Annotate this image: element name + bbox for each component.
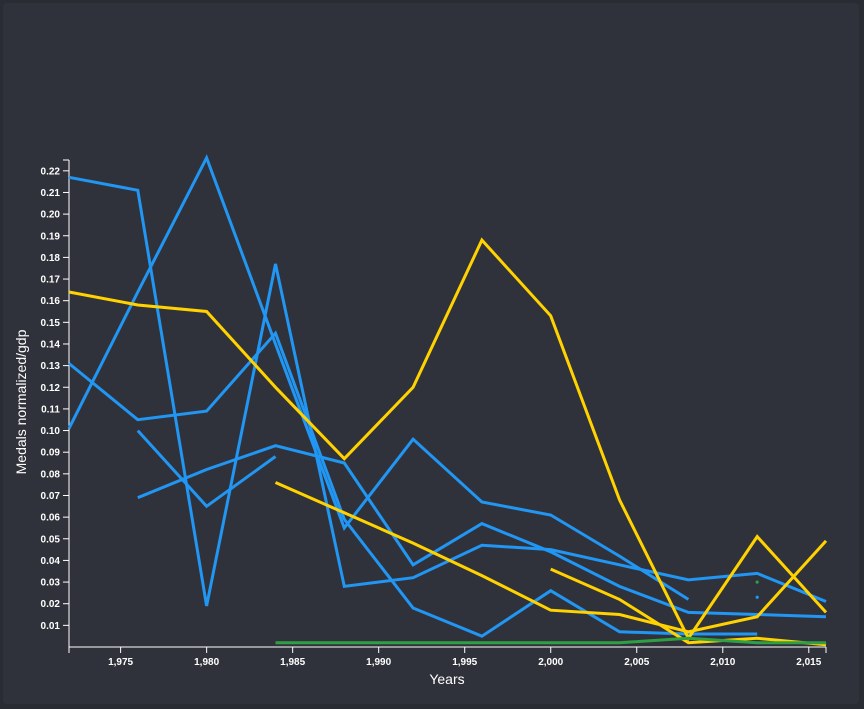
series-line — [137, 444, 827, 619]
y-tick-label: 0.05 — [41, 534, 61, 545]
y-tick-label: 0.10 — [41, 426, 61, 437]
y-axis-title: Medals normalized/gdp — [13, 329, 29, 474]
series-line — [136, 429, 277, 509]
y-tick-label: 0.14 — [41, 339, 61, 350]
x-axis: 1,975 1,980 1,985 1,990 1,995 2,000 2,005 2,010… — [68, 646, 827, 668]
y-tick-label: 0.03 — [41, 578, 61, 589]
x-tick-label: 2,010 — [710, 657, 735, 668]
y-tick: 0.15 — [41, 318, 69, 329]
y-tick-label: 0.19 — [41, 231, 61, 242]
x-tick-label: 2,015 — [796, 657, 821, 668]
y-tick: 0.07 — [41, 491, 69, 502]
series-line — [68, 237, 828, 642]
x-tick: 1,980 — [194, 647, 220, 668]
y-tick: 0.05 — [41, 534, 69, 545]
y-tick-label: 0.16 — [41, 296, 61, 307]
y-tick-label: 0.13 — [41, 361, 61, 372]
series-line — [275, 636, 826, 645]
y-tick-label: 0.01 — [41, 621, 61, 632]
series-point — [755, 580, 759, 584]
x-tick: 2,010 — [710, 647, 736, 668]
y-tick-label: 0.11 — [41, 404, 60, 415]
y-tick-label: 0.09 — [41, 448, 61, 459]
series-line — [67, 154, 690, 601]
y-tick: 0.22 — [41, 166, 69, 177]
x-axis-title: Years — [429, 671, 464, 687]
y-tick: 0.01 — [41, 621, 69, 632]
x-tick: 1,990 — [366, 647, 392, 668]
series-line — [550, 567, 827, 647]
x-tick-label: 2,005 — [624, 657, 649, 668]
x-tick: 2,005 — [624, 647, 650, 668]
x-tick: 2,015 — [796, 647, 822, 668]
y-tick-label: 0.17 — [41, 275, 61, 286]
y-tick-label: 0.07 — [41, 491, 61, 502]
x-tick-label: 1,985 — [280, 657, 305, 668]
series-layer — [67, 154, 828, 647]
y-tick-label: 0.06 — [41, 513, 61, 524]
y-tick-label: 0.18 — [41, 253, 61, 264]
series-line — [274, 481, 828, 634]
y-tick: 0.10 — [41, 426, 69, 437]
series-point — [755, 595, 759, 599]
y-tick: 0.19 — [41, 231, 69, 242]
y-tick: 0.17 — [41, 275, 69, 286]
x-tick: 1,975 — [108, 647, 134, 668]
y-tick: 0.06 — [41, 513, 69, 524]
y-tick: 0.18 — [41, 253, 69, 264]
x-tick: 1,985 — [280, 647, 306, 668]
y-tick: 0.02 — [41, 599, 69, 610]
y-axis: 0.01 0.02 0.03 0.04 0.05 0.06 0.07 0.08 0.09 0.10… — [41, 159, 70, 647]
y-tick: 0.09 — [41, 448, 69, 459]
x-tick-label: 1,975 — [108, 657, 133, 668]
series-line — [68, 175, 827, 607]
y-tick-label: 0.22 — [41, 166, 61, 177]
x-tick-label: 2,000 — [538, 657, 563, 668]
x-tick-label: 1,980 — [194, 657, 219, 668]
y-tick-label: 0.20 — [41, 210, 61, 221]
y-tick: 0.11 — [41, 404, 69, 415]
x-tick-label: 1,995 — [452, 657, 477, 668]
y-tick-label: 0.12 — [41, 383, 61, 394]
x-tick: 2,000 — [538, 647, 564, 668]
x-tick: 1,995 — [452, 647, 478, 668]
y-tick-label: 0.02 — [41, 599, 61, 610]
y-tick: 0.08 — [41, 469, 69, 480]
chart-background — [3, 3, 859, 704]
series-line — [68, 330, 758, 638]
x-tick-label: 1,990 — [366, 657, 391, 668]
y-tick: 0.14 — [41, 339, 69, 350]
y-tick-label: 0.04 — [41, 556, 61, 567]
y-tick: 0.16 — [41, 296, 69, 307]
y-tick: 0.13 — [41, 361, 69, 372]
y-tick-label: 0.08 — [41, 469, 61, 480]
y-tick: 0.20 — [41, 210, 69, 221]
y-tick: 0.12 — [41, 383, 69, 394]
y-tick: 0.21 — [41, 188, 69, 199]
y-tick-label: 0.21 — [41, 188, 61, 199]
y-tick: 0.04 — [41, 556, 69, 567]
y-tick: 0.03 — [41, 578, 69, 589]
y-tick-label: 0.15 — [41, 318, 61, 329]
